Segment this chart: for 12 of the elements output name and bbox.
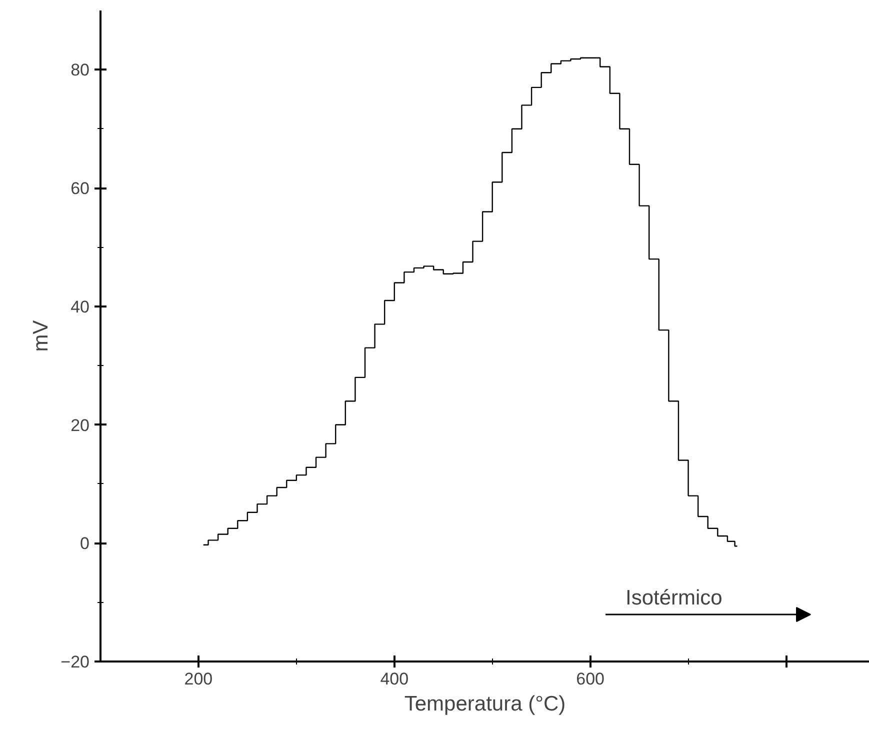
x-axis-title: Temperatura (°C): [404, 692, 566, 716]
y-tick-label: 20: [70, 416, 90, 435]
x-tick-label: 600: [576, 670, 604, 688]
y-tick-label: 0: [80, 534, 90, 554]
y-tick-label: 60: [70, 179, 90, 198]
x-tick-label: 400: [380, 670, 409, 688]
y-tick-label: 40: [70, 297, 90, 316]
y-tick-label: 80: [70, 60, 90, 80]
y-axis-title: mV: [30, 320, 53, 352]
annotation: Isotérmico: [626, 586, 722, 610]
y-tick-label: −20: [60, 652, 90, 672]
x-tick-label: 200: [184, 670, 213, 688]
